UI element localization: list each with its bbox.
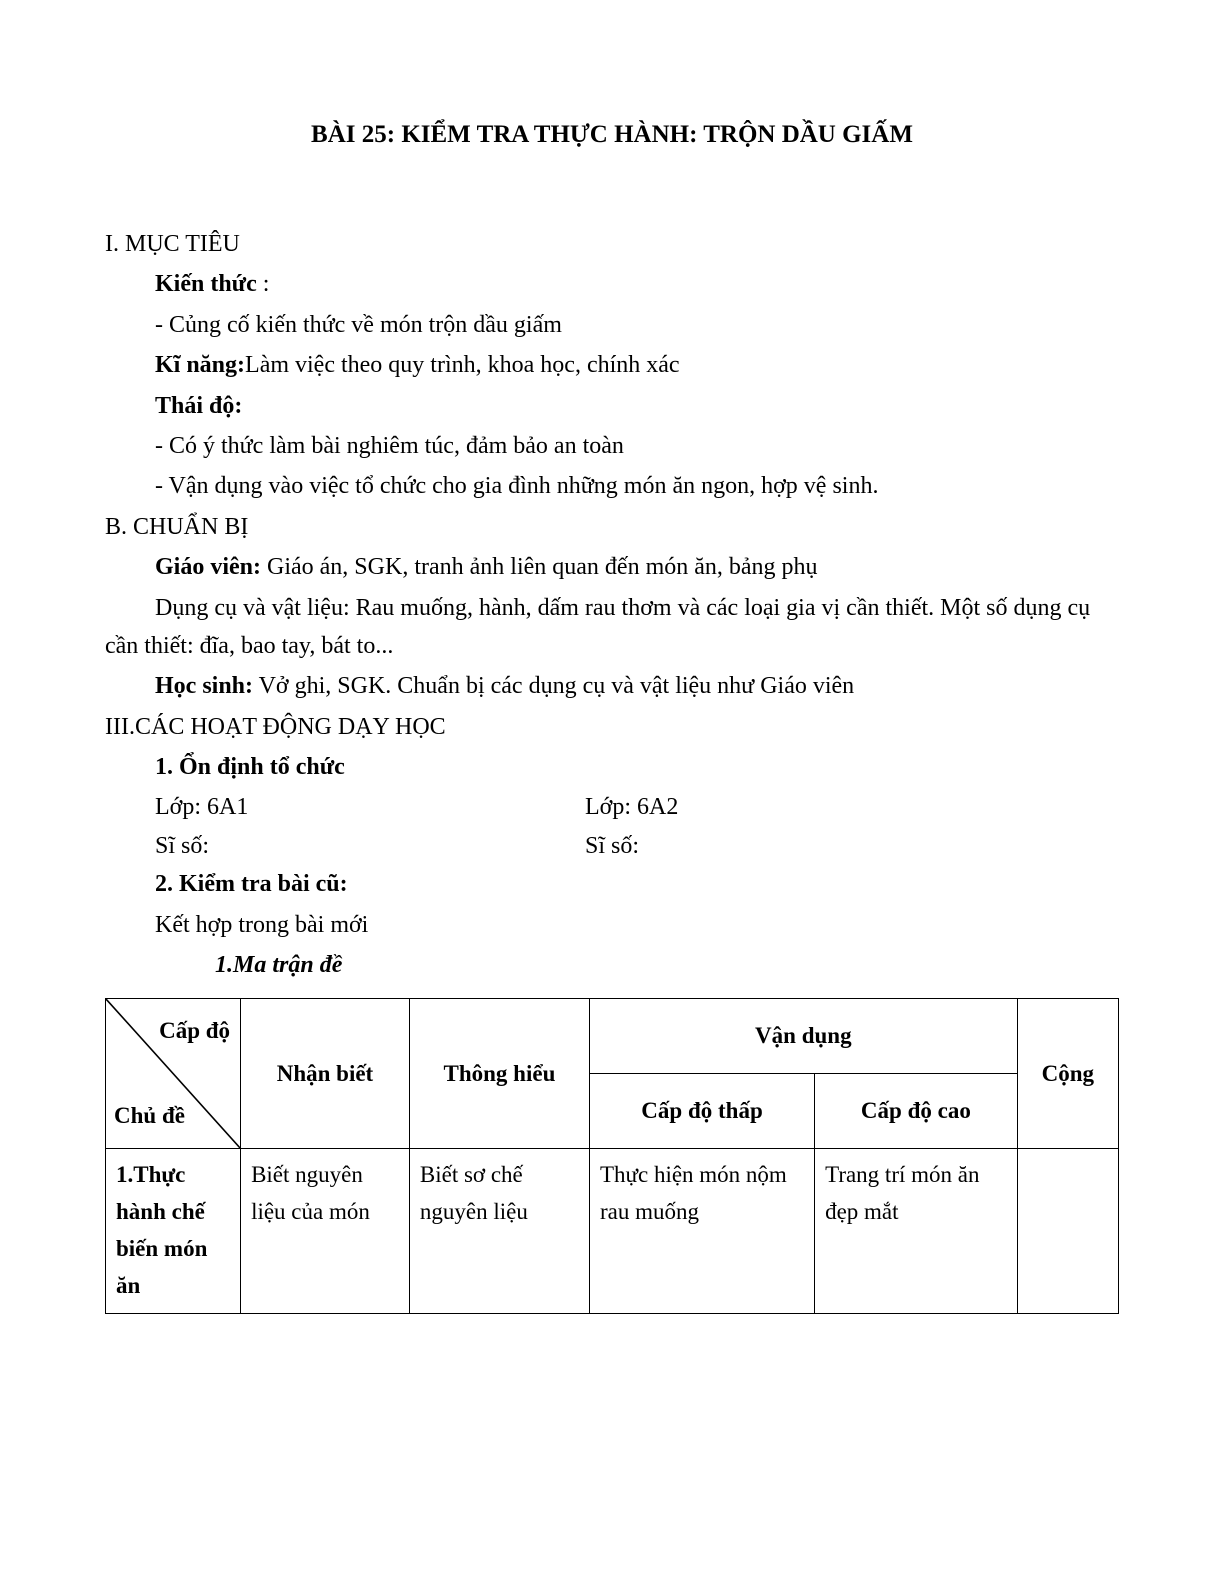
document-title: BÀI 25: KIỂM TRA THỰC HÀNH: TRỘN DẦU GIẤ… — [105, 115, 1119, 155]
table-row: 1.Thực hành chế biến món ăn Biết nguyên … — [106, 1149, 1119, 1313]
kien-thuc-label: Kiến thức — [155, 271, 257, 297]
hs-line: Học sinh: Vở ghi, SGK. Chuẩn bị các dụng… — [105, 667, 1119, 705]
ktbc-text: Kết hợp trong bài mới — [105, 906, 1119, 944]
header-thong-hieu: Thông hiểu — [409, 999, 589, 1149]
siso-1: Sĩ số: — [155, 827, 585, 865]
thai-do-2: - Vận dụng vào việc tổ chức cho gia đình… — [105, 467, 1119, 505]
kien-thuc-line: Kiến thức : — [105, 265, 1119, 303]
header-van-dung: Vận dụng — [589, 999, 1017, 1074]
siso-2: Sĩ số: — [585, 827, 1119, 865]
lop-row: Lớp: 6A1 Lớp: 6A2 — [105, 788, 1119, 826]
ki-nang-line: Kĩ năng:Làm việc theo quy trình, khoa họ… — [105, 346, 1119, 384]
hs-label: Học sinh: — [155, 673, 253, 699]
ktbc-label: 2. Kiểm tra bài cũ: — [105, 865, 1119, 903]
on-dinh-label: 1. Ổn định tổ chức — [105, 748, 1119, 786]
siso-row: Sĩ số: Sĩ số: — [105, 827, 1119, 865]
gv-line: Giáo viên: Giáo án, SGK, tranh ảnh liên … — [105, 548, 1119, 586]
cell-chu-de-1: 1.Thực hành chế biến món ăn — [106, 1149, 241, 1313]
section-iii-heading: III.CÁC HOẠT ĐỘNG DẠY HỌC — [105, 708, 1119, 746]
lop-2: Lớp: 6A2 — [585, 788, 1119, 826]
diag-bottom-label: Chủ đề — [114, 1098, 185, 1135]
gv-text: Giáo án, SGK, tranh ảnh liên quan đến mó… — [261, 554, 818, 580]
thai-do-1: - Có ý thức làm bài nghiêm túc, đảm bảo … — [105, 427, 1119, 465]
header-cap-do-cao: Cấp độ cao — [815, 1074, 1018, 1149]
matrix-table: Cấp độ Chủ đề Nhận biết Thông hiểu Vận d… — [105, 998, 1119, 1313]
table-header-row-1: Cấp độ Chủ đề Nhận biết Thông hiểu Vận d… — [106, 999, 1119, 1074]
ki-nang-label: Kĩ năng: — [155, 352, 245, 378]
hs-text: Vở ghi, SGK. Chuẩn bị các dụng cụ và vật… — [253, 673, 854, 699]
cell-nb-1: Biết nguyên liệu của món — [241, 1149, 410, 1313]
cell-th-1: Biết sơ chế nguyên liệu — [409, 1149, 589, 1313]
diag-top-label: Cấp độ — [159, 1013, 230, 1050]
header-nhan-biet: Nhận biết — [241, 999, 410, 1149]
section-b-heading: B. CHUẨN BỊ — [105, 508, 1119, 546]
header-cong: Cộng — [1017, 999, 1118, 1149]
lop-1: Lớp: 6A1 — [155, 788, 585, 826]
gv-label: Giáo viên: — [155, 554, 261, 580]
cell-vdt-1: Thực hiện món nộm rau muống — [589, 1149, 814, 1313]
kien-thuc-colon: : — [257, 271, 270, 297]
ki-nang-text: Làm việc theo quy trình, khoa học, chính… — [245, 352, 680, 378]
dung-cu-text: Dụng cụ và vật liệu: Rau muống, hành, dấ… — [105, 589, 1119, 666]
section-i-heading: I. MỤC TIÊU — [105, 225, 1119, 263]
thai-do-label: Thái độ: — [105, 387, 1119, 425]
diagonal-header-cell: Cấp độ Chủ đề — [106, 999, 241, 1149]
header-cap-do-thap: Cấp độ thấp — [589, 1074, 814, 1149]
cell-cong-1 — [1017, 1149, 1118, 1313]
matran-label: 1.Ma trận đề — [105, 946, 1119, 984]
kien-thuc-text: - Củng cố kiến thức về món trộn dầu giấm — [105, 306, 1119, 344]
cell-vdc-1: Trang trí món ăn đẹp mắt — [815, 1149, 1018, 1313]
